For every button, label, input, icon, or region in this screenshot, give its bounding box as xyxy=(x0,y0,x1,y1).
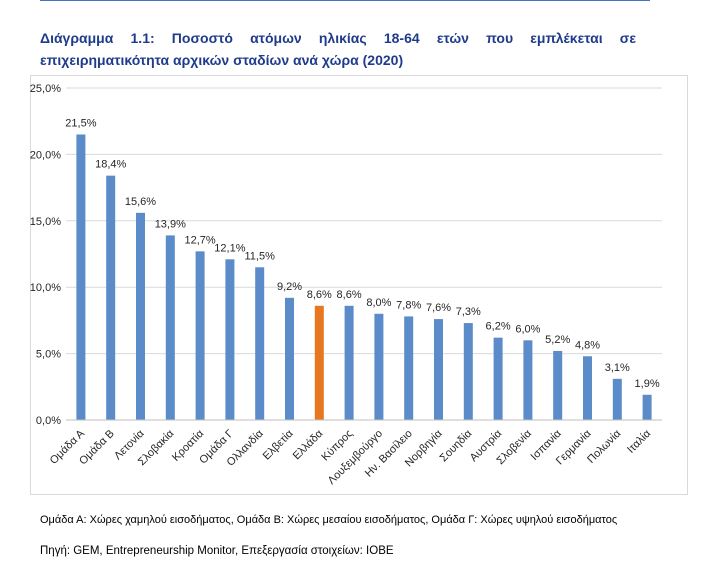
bar xyxy=(583,356,592,420)
data-label: 6,2% xyxy=(486,321,511,333)
bar xyxy=(463,323,473,420)
y-tick-label: 20,0% xyxy=(30,149,61,161)
y-tick-label: 25,0% xyxy=(30,83,61,95)
bar xyxy=(553,350,563,420)
bar xyxy=(374,313,384,420)
bar xyxy=(195,251,205,420)
bar xyxy=(314,305,324,420)
data-label: 12,7% xyxy=(184,234,215,246)
data-label: 4,8% xyxy=(575,339,600,351)
bar xyxy=(642,394,652,420)
bar xyxy=(136,212,145,420)
bar xyxy=(344,305,354,420)
data-label: 1,9% xyxy=(635,378,660,390)
group-notes: Ομάδα Α: Χώρες χαμηλού εισοδήματος, Ομάδ… xyxy=(40,514,618,526)
y-tick-label: 15,0% xyxy=(30,216,61,228)
chart-title: Διάγραμμα 1.1: Ποσοστό ατόμων ηλικίας 18… xyxy=(40,30,636,68)
chart-frame xyxy=(30,75,688,495)
bar xyxy=(434,319,443,420)
bar xyxy=(612,378,622,420)
data-label: 12,1% xyxy=(214,242,245,254)
data-label: 21,5% xyxy=(65,117,96,129)
y-tick-label: 0,0% xyxy=(36,415,61,427)
bar-chart: 0,0%5,0%10,0%15,0%20,0%25,0%21,5%Ομάδα Α… xyxy=(30,83,662,487)
source-note: Πηγή: GEM, Entrepreneurship Monitor, Επε… xyxy=(40,545,394,557)
data-label: 18,4% xyxy=(95,159,126,171)
data-label: 13,9% xyxy=(155,218,186,230)
data-label: 8,6% xyxy=(337,289,362,301)
bar xyxy=(255,267,265,420)
data-label: 7,3% xyxy=(456,306,481,318)
data-label: 8,0% xyxy=(366,297,391,309)
x-tick-label: Σουηδία xyxy=(438,427,475,464)
x-tick-label: Πολωνία xyxy=(585,427,624,466)
bar xyxy=(493,337,503,420)
data-label: 7,6% xyxy=(426,302,451,314)
bar xyxy=(523,340,533,420)
data-label: 5,2% xyxy=(545,334,570,346)
data-label: 8,6% xyxy=(307,289,332,301)
bar xyxy=(76,134,86,421)
y-tick-label: 10,0% xyxy=(30,282,61,294)
data-label: 7,8% xyxy=(396,299,421,311)
data-label: 3,1% xyxy=(605,362,630,374)
bar xyxy=(106,175,116,420)
data-label: 9,2% xyxy=(277,281,302,293)
data-label: 6,0% xyxy=(515,323,540,335)
data-label: 15,6% xyxy=(125,196,156,208)
bar xyxy=(404,316,414,420)
x-tick-label: Ελβετία xyxy=(261,427,296,462)
bar xyxy=(225,259,235,420)
bar xyxy=(165,235,175,420)
bar xyxy=(285,297,294,420)
data-label: 11,5% xyxy=(245,250,276,262)
y-tick-label: 5,0% xyxy=(36,349,61,361)
top-divider xyxy=(40,0,650,1)
x-tick-label: Ιταλία xyxy=(625,427,654,456)
